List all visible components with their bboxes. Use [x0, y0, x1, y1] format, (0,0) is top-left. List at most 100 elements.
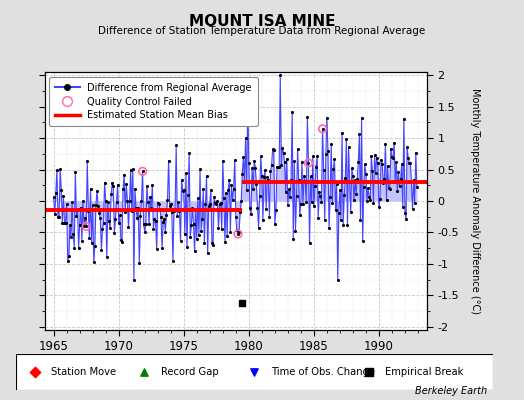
Point	[301, 178, 309, 184]
Point	[198, 216, 206, 222]
Point	[324, 148, 332, 154]
Point	[110, 230, 118, 236]
Point	[356, 216, 365, 223]
Point	[334, 277, 342, 283]
Point	[254, 225, 263, 231]
Point	[68, 199, 77, 205]
Point	[296, 212, 304, 218]
Point	[168, 209, 176, 216]
Point	[233, 227, 241, 234]
Point	[401, 209, 409, 216]
Point	[230, 186, 238, 192]
Point	[78, 238, 86, 244]
Point	[288, 109, 297, 116]
Point	[208, 240, 216, 246]
Point	[50, 211, 59, 217]
Point	[133, 215, 141, 222]
Point	[216, 200, 225, 206]
Point	[388, 154, 396, 160]
Point	[131, 186, 139, 192]
Point	[139, 221, 148, 227]
Point	[172, 142, 180, 148]
Point	[319, 126, 327, 132]
Point	[347, 165, 356, 171]
Point	[220, 195, 228, 201]
Point	[138, 168, 147, 174]
Point	[89, 202, 97, 208]
Point	[123, 198, 132, 204]
Point	[141, 220, 150, 227]
Point	[366, 197, 375, 203]
Point	[260, 174, 268, 180]
Point	[365, 194, 374, 200]
Point	[309, 153, 317, 160]
Point	[201, 201, 210, 208]
Point	[150, 216, 159, 222]
Point	[92, 202, 100, 208]
Point	[283, 202, 292, 209]
Point	[282, 156, 291, 162]
Point	[380, 175, 388, 182]
Point	[88, 240, 96, 246]
Point	[400, 116, 408, 122]
Point	[199, 186, 208, 192]
Point	[137, 198, 146, 204]
Point	[251, 165, 259, 171]
Point	[345, 179, 354, 185]
Point	[315, 189, 323, 196]
Point	[169, 258, 177, 264]
Point	[261, 167, 269, 174]
Point	[171, 206, 179, 212]
Point	[310, 203, 318, 209]
Point	[72, 213, 81, 220]
Point	[71, 168, 80, 175]
Point	[390, 140, 398, 146]
Point	[379, 180, 387, 186]
Point	[335, 210, 343, 216]
Point	[308, 199, 316, 205]
Point	[75, 222, 84, 228]
Point	[262, 206, 270, 212]
Point	[125, 198, 134, 204]
Point	[146, 194, 155, 200]
Point	[91, 242, 99, 249]
Point	[148, 182, 157, 188]
Point	[387, 146, 395, 152]
Point	[173, 212, 181, 219]
Point	[241, 178, 249, 185]
Point	[159, 218, 167, 225]
Point	[378, 160, 386, 167]
Point	[313, 153, 321, 159]
Point	[120, 171, 128, 178]
Point	[291, 228, 300, 234]
Point	[190, 248, 199, 255]
Point	[358, 238, 367, 244]
Point	[90, 259, 98, 266]
Point	[94, 203, 102, 209]
Point	[305, 240, 314, 246]
Point	[30, 369, 39, 375]
Text: Empirical Break: Empirical Break	[385, 367, 464, 377]
Point	[55, 214, 63, 220]
Point	[178, 177, 186, 184]
Point	[170, 208, 178, 214]
Point	[317, 199, 325, 205]
Point	[82, 223, 90, 230]
Point	[61, 220, 70, 226]
Point	[231, 157, 239, 164]
Point	[236, 209, 244, 216]
Point	[209, 242, 217, 248]
Point	[202, 173, 211, 179]
Point	[196, 166, 204, 173]
Point	[138, 168, 147, 174]
Point	[206, 186, 215, 193]
Point	[246, 205, 254, 211]
Point	[227, 182, 236, 188]
Point	[395, 183, 403, 189]
Point	[226, 229, 235, 235]
Point	[158, 245, 166, 251]
Point	[408, 206, 417, 212]
Point	[259, 216, 267, 223]
Point	[149, 226, 158, 232]
Point	[165, 157, 173, 164]
